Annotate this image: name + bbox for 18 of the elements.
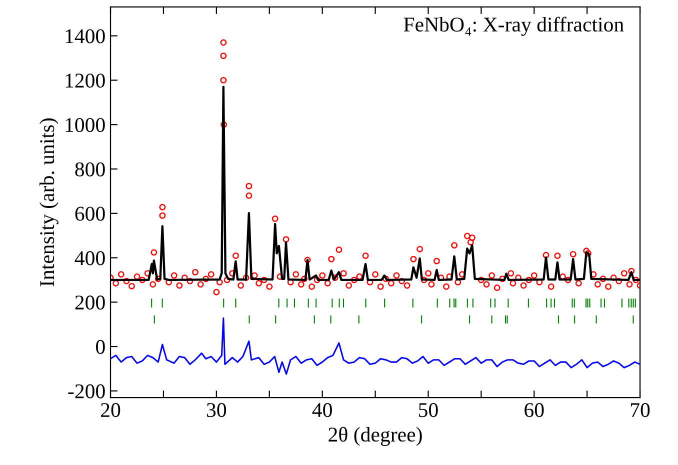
y-tick-label: 200 — [75, 296, 105, 310]
x-tick-label: 30 — [206, 403, 226, 418]
x-tick-label: 20 — [101, 403, 120, 418]
x-tick-label: 70 — [630, 403, 650, 418]
y-tick-label: 1000 — [66, 118, 105, 132]
y-tick-label: 1400 — [66, 29, 105, 44]
y-tick-label: 800 — [75, 162, 105, 176]
y-tick-label: 1200 — [66, 74, 105, 88]
y-tick-label: 0 — [96, 340, 105, 354]
y-tick-label: 400 — [74, 251, 105, 266]
x-axis-title: 2θ (degree) — [328, 426, 422, 446]
y-tick-label: 600 — [75, 206, 105, 221]
x-tick-label: 40 — [312, 403, 332, 418]
x-tick-label: 50 — [419, 403, 438, 418]
y-tick-label: -200 — [68, 384, 105, 398]
x-tick-label: 60 — [524, 403, 544, 418]
annotation: FeNbO₄: X-ray diffraction — [404, 16, 624, 36]
y-axis-title: Intensity (arb. units) — [39, 118, 58, 286]
